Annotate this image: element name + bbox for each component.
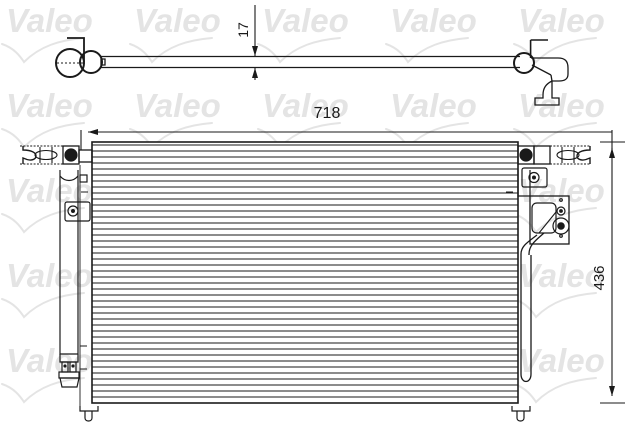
- svg-text:436: 436: [591, 265, 608, 290]
- svg-text:17: 17: [235, 22, 251, 38]
- svg-text:718: 718: [314, 105, 341, 122]
